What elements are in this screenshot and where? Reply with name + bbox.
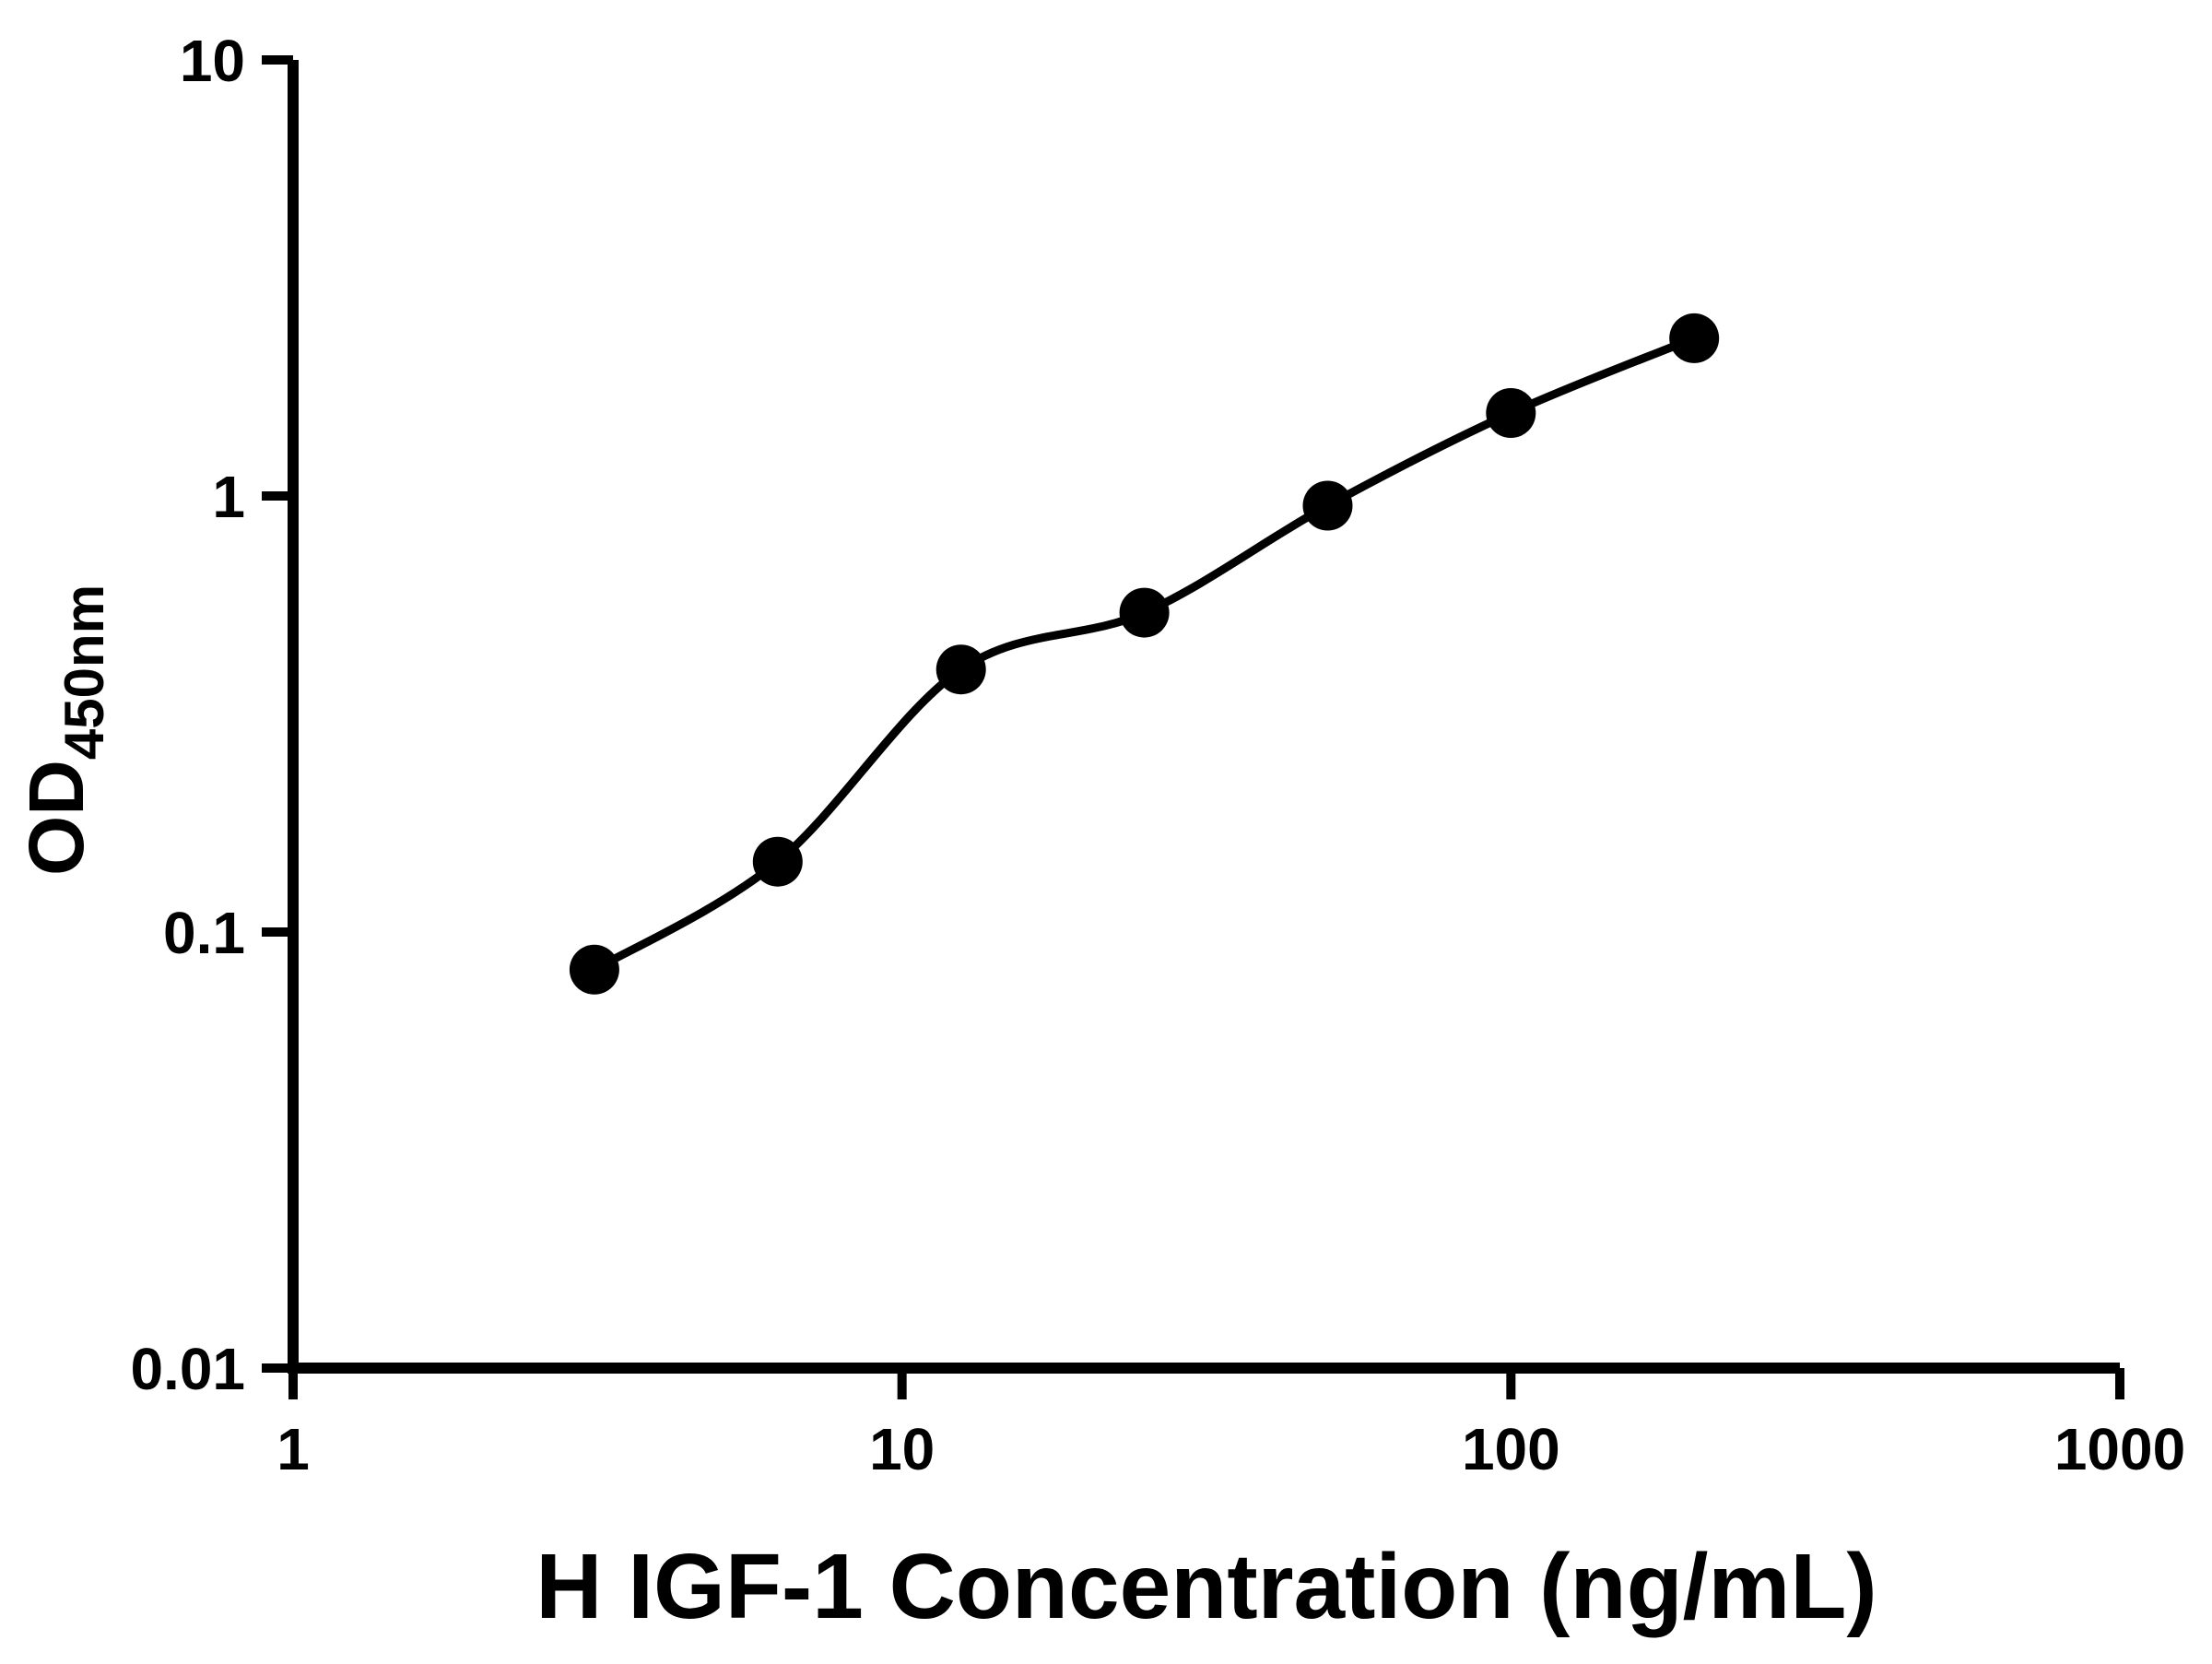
data-point xyxy=(1486,388,1536,438)
x-tick-label: 100 xyxy=(1462,1416,1560,1482)
y-tick-label: 0.01 xyxy=(130,1336,245,1402)
data-point xyxy=(1669,313,1720,363)
data-point xyxy=(935,644,986,695)
y-tick-label: 0.1 xyxy=(163,900,245,966)
y-tick-label: 1 xyxy=(212,464,245,530)
data-point xyxy=(752,836,803,887)
y-tick-label: 10 xyxy=(180,28,245,94)
x-tick-label: 1000 xyxy=(2054,1416,2185,1482)
axis-lines xyxy=(288,60,2120,1374)
data-point xyxy=(1302,480,1353,531)
data-point xyxy=(569,944,619,995)
y-axis-title: OD450nm xyxy=(13,584,115,876)
x-axis-title: H IGF-1 Concentration (ng/mL) xyxy=(535,1535,1877,1638)
data-point xyxy=(1119,587,1170,638)
x-tick-label: 10 xyxy=(869,1416,935,1482)
x-tick-label: 1 xyxy=(276,1416,310,1482)
